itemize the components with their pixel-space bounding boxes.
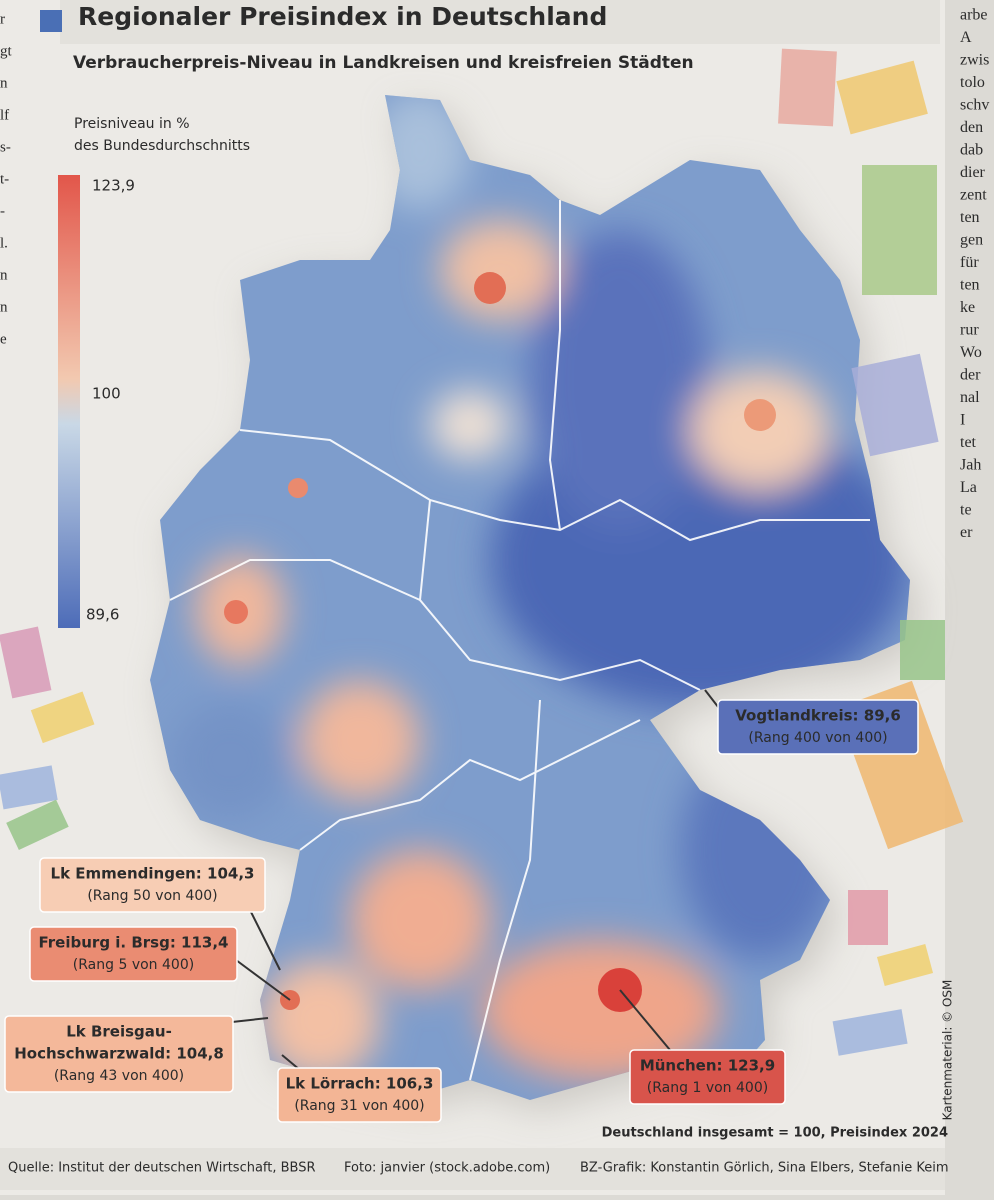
column-fragment: A [960, 29, 972, 46]
region-berlin [744, 399, 776, 431]
callout-box [4, 1015, 234, 1093]
column-fragment: tolo [960, 74, 985, 91]
region-hamburg [474, 272, 506, 304]
map-credit: Kartenmaterial: © OSM [941, 980, 955, 1121]
footer-photo: Foto: janvier (stock.adobe.com) [344, 1161, 550, 1176]
callout-box [39, 857, 266, 913]
column-fragment: ten [960, 277, 980, 294]
callout: Vogtlandkreis: 89,6 (Rang 400 von 400) [717, 699, 919, 755]
callout-box [629, 1049, 786, 1105]
callout-label: Freiburg i. Brsg: 113,4 [39, 934, 229, 952]
column-fragment: I [960, 412, 965, 429]
callout-label: Lk Lörrach: 106,3 [286, 1075, 434, 1093]
note: Deutschland insgesamt = 100, Preisindex … [602, 1126, 948, 1141]
column-fragment: - [0, 203, 5, 219]
column-fragment: der [960, 367, 981, 384]
legend-mid: 100 [92, 385, 121, 403]
column-fragment: Jah [960, 457, 981, 474]
legend-scale [58, 175, 80, 628]
footer-band [0, 1148, 945, 1190]
callout-label: Lk Emmendingen: 104,3 [51, 865, 255, 883]
callout-label: München: 123,9 [640, 1057, 775, 1075]
callout-rank: (Rang 31 von 400) [294, 1098, 424, 1114]
callout-rank: (Rang 50 von 400) [87, 888, 217, 904]
column-fragment: nal [960, 389, 980, 406]
region-city [288, 478, 308, 498]
column-fragment: zent [960, 187, 987, 204]
column-fragment: n [0, 267, 8, 283]
column-fragment: ten [960, 209, 980, 226]
footer-source: Quelle: Institut der deutschen Wirtschaf… [8, 1161, 316, 1176]
callout: Lk Breisgau- Hochschwarzwald: 104,8 (Rang … [4, 1015, 234, 1093]
state-borders [169, 200, 870, 1081]
column-fragment: ke [960, 299, 975, 316]
column-fragment: e [0, 331, 7, 347]
column-fragment: La [960, 479, 977, 496]
callout: Lk Lörrach: 106,3 (Rang 31 von 400) [277, 1067, 442, 1123]
column-fragment: Wo [960, 344, 982, 361]
legend-title: Preisniveau in % [74, 116, 190, 132]
title-marker [40, 10, 62, 32]
footer-graphic: BZ-Grafik: Konstantin Görlich, Sina Elbe… [580, 1161, 949, 1176]
callout-rank: (Rang 1 von 400) [647, 1080, 768, 1096]
column-fragment: n [0, 299, 8, 315]
column-fragment: rur [960, 322, 979, 339]
leader-lines [231, 689, 723, 1071]
column-fragment: arbe [960, 7, 988, 24]
column-fragment: t- [0, 171, 9, 187]
column-fragment: l. [0, 235, 8, 251]
column-fragment: tet [960, 434, 977, 451]
subtitle: Verbraucherpreis-Niveau in Landkreisen u… [73, 53, 694, 73]
legend-max: 123,9 [92, 177, 135, 195]
column-fragment: s- [0, 139, 11, 155]
callout: München: 123,9 (Rang 1 von 400) [629, 1049, 786, 1105]
region-shading [170, 95, 910, 1080]
callout-box [277, 1067, 442, 1123]
column-fragment: für [960, 254, 979, 271]
callout-rank: (Rang 400 von 400) [748, 730, 887, 746]
column-fragment: zwis [960, 52, 989, 69]
column-fragment: lf [0, 107, 9, 123]
column-fragment: gt [0, 43, 13, 59]
column-fragment: r [0, 11, 5, 27]
column-fragment: n [0, 75, 8, 91]
callout: Lk Emmendingen: 104,3 (Rang 50 von 400) [39, 857, 266, 913]
callout-box [717, 699, 919, 755]
column-fragment: gen [960, 232, 983, 249]
column-fragment: schv [960, 97, 989, 114]
column-fragment: er [960, 524, 973, 541]
title-band [60, 0, 940, 44]
callout-label: Hochschwarzwald: 104,8 [14, 1045, 224, 1063]
legend-min: 89,6 [86, 606, 119, 624]
callout-label: Vogtlandkreis: 89,6 [735, 707, 901, 725]
callout-box [29, 926, 238, 982]
callout-label: Lk Breisgau- [66, 1023, 172, 1041]
column-fragment: dier [960, 164, 986, 181]
title: Regionaler Preisindex in Deutschland [78, 2, 607, 31]
column-fragment: dab [960, 142, 983, 159]
column-fragment: te [960, 502, 972, 519]
legend-title: des Bundesdurchschnitts [74, 138, 250, 154]
column-fragment: den [960, 119, 983, 136]
callout-rank: (Rang 43 von 400) [54, 1068, 184, 1084]
region-city [224, 600, 248, 624]
callout-rank: (Rang 5 von 400) [73, 957, 194, 973]
callout: Freiburg i. Brsg: 113,4 (Rang 5 von 400) [29, 926, 238, 982]
